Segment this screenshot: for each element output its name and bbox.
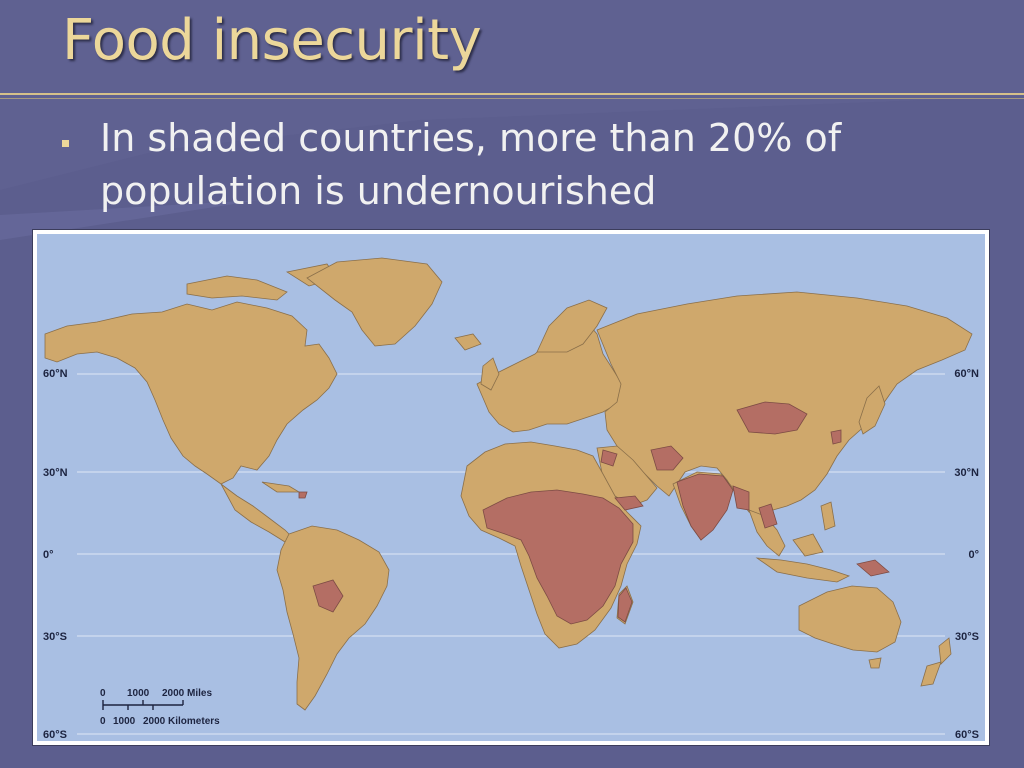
new-zealand: [938, 637, 952, 665]
scale-km-2000: 2000 Kilometers: [143, 716, 220, 727]
shaded-indochina: [758, 503, 778, 529]
shaded-mongolia: [736, 401, 808, 435]
shaded-india: [676, 473, 734, 541]
world-map: 60°N 30°N 0° 30°S 60°S 60°N 30°N 0° 30°S…: [37, 234, 985, 741]
lat-label-60s-right: 60°S: [955, 729, 979, 741]
scale-miles-1000: 1000: [127, 688, 150, 699]
world-map-frame: 60°N 30°N 0° 30°S 60°S 60°N 30°N 0° 30°S…: [32, 229, 990, 746]
bullet-text: In shaded countries, more than 20% of po…: [100, 116, 842, 213]
scale-miles-0: 0: [100, 688, 106, 699]
tasmania: [868, 657, 882, 669]
greenland: [306, 257, 443, 347]
scale-km-1000: 1000: [113, 716, 136, 727]
north-america: [44, 301, 338, 485]
title-divider: [0, 93, 1024, 95]
shaded-regions: [298, 401, 890, 625]
scale-bar: 0 1000 2000 Miles 0 1000 2000 Kilometers: [100, 688, 220, 727]
shaded-bolivia: [312, 579, 344, 613]
south-america: [276, 525, 390, 711]
shaded-papua-new-guinea: [856, 559, 890, 577]
lat-label-60n-left: 60°N: [43, 368, 68, 380]
scandinavia: [536, 299, 608, 353]
lat-label-30n-left: 30°N: [43, 467, 68, 479]
lat-label-30s-right: 30°S: [955, 631, 979, 643]
shaded-yemen: [614, 495, 644, 511]
title-divider-shadow: [0, 98, 1024, 99]
lat-label-60n-right: 60°N: [954, 368, 979, 380]
lat-label-0-left: 0°: [43, 549, 54, 561]
australia: [798, 585, 902, 653]
japan: [858, 385, 886, 435]
lat-label-60s-left: 60°S: [43, 729, 67, 741]
bullet-square-icon: [62, 140, 69, 147]
lat-label-0-right: 0°: [968, 549, 979, 561]
shaded-afghanistan: [650, 445, 684, 471]
lat-label-30s-left: 30°S: [43, 631, 67, 643]
slide-title: Food insecurity: [62, 8, 482, 73]
scale-km-0: 0: [100, 716, 106, 727]
shaded-sub-saharan-africa: [482, 489, 634, 625]
iceland: [454, 333, 482, 351]
arctic-islands: [186, 275, 288, 301]
lat-label-30n-right: 30°N: [954, 467, 979, 479]
indonesia: [755, 557, 851, 583]
scale-miles-2000: 2000 Miles: [162, 688, 212, 699]
british-isles: [480, 357, 500, 391]
